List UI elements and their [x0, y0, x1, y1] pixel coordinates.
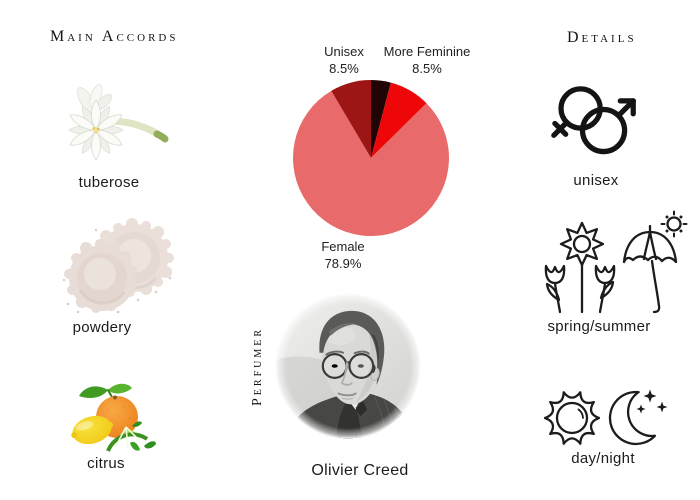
tuberose-flower-illustration: [68, 84, 169, 161]
gender-pie-chart: [293, 80, 449, 236]
pie-slice-unisex: [331, 80, 371, 158]
pie-label-more-feminine-name: More Feminine: [383, 44, 471, 59]
sun-moon-icon: [543, 389, 668, 446]
detail-label-day-night: day/night: [571, 450, 635, 467]
perfumer-photo: [272, 290, 424, 442]
pie-label-female-name: Female: [321, 239, 365, 254]
detail-label-unisex: unisex: [573, 172, 619, 189]
perfumer-name: Olivier Creed: [311, 462, 409, 479]
detail-label-spring-summer: spring/summer: [547, 318, 651, 335]
accord-label-citrus: citrus: [87, 455, 125, 472]
unisex-gender-icon: [546, 76, 642, 164]
accord-label-tuberose: tuberose: [78, 174, 140, 191]
accord-label-powdery: powdery: [72, 319, 132, 336]
spring-summer-icon: [538, 210, 688, 316]
tuberose-image: [56, 78, 176, 170]
main-accords-title: Main Accords: [50, 28, 179, 45]
female-male-interlocked-icon: [551, 86, 636, 155]
pie-label-more-feminine: More Feminine 8.5%: [362, 44, 492, 78]
pie-slice-female: [293, 90, 449, 236]
citrus-fruits-illustration: [71, 383, 156, 452]
pie-label-unisex-name: Unisex: [324, 44, 364, 59]
day-night-icon: [540, 378, 676, 456]
pie-label-more-feminine-value: 8.5%: [412, 60, 442, 76]
details-title: Details: [567, 29, 637, 46]
pie-slice-more-feminine: [371, 82, 427, 158]
pie-label-unisex-value: 8.5%: [329, 60, 359, 76]
powdery-image: [60, 216, 178, 320]
pie-label-female-value: 78.9%: [324, 255, 362, 271]
citrus-image: [64, 380, 156, 454]
flowers-umbrella-sun-icon: [544, 210, 688, 314]
powder-swatches-illustration: [62, 218, 174, 314]
perfumer-role-label: Perfumer: [250, 326, 265, 406]
olivier-creed-portrait-illustration: [275, 293, 421, 439]
pie-label-female: Female 78.9%: [293, 239, 393, 273]
pie-label-unisex: Unisex 8.5%: [294, 44, 394, 78]
pie-slice-other: [371, 80, 391, 158]
